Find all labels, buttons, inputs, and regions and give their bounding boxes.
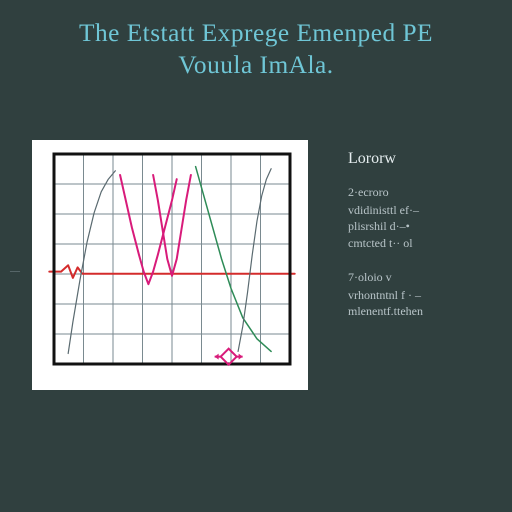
sidebar-item-1: 7·oloio v vrhontntnl f · – mlenentf.tteh…: [348, 269, 488, 320]
sidebar-item-key: 7·oloio v: [348, 269, 488, 285]
sidebar-heading: Lororw: [348, 150, 488, 168]
sidebar-item-body: vdidinisttl ef·– plisrshil d·–• cmtcted …: [348, 202, 488, 251]
slide-root: The Etstatt Exprege Emenped PE Vouula Im…: [0, 0, 512, 512]
sidebar: Lororw 2·ecroro vdidinisttl ef·– plisrsh…: [348, 150, 488, 337]
chart-svg: [32, 140, 308, 390]
chart-panel: [32, 140, 308, 390]
slide-title: The Etstatt Exprege Emenped PE Vouula Im…: [0, 18, 512, 81]
sidebar-item-body: vrhontntnl f · – mlenentf.ttehen: [348, 287, 488, 319]
title-line-2: Vouula ImAla.: [0, 50, 512, 82]
y-axis-marker: —: [4, 266, 20, 277]
sidebar-item-0: 2·ecroro vdidinisttl ef·– plisrshil d·–•…: [348, 184, 488, 251]
sidebar-item-key: 2·ecroro: [348, 184, 488, 200]
title-line-1: The Etstatt Exprege Emenped PE: [0, 18, 512, 50]
